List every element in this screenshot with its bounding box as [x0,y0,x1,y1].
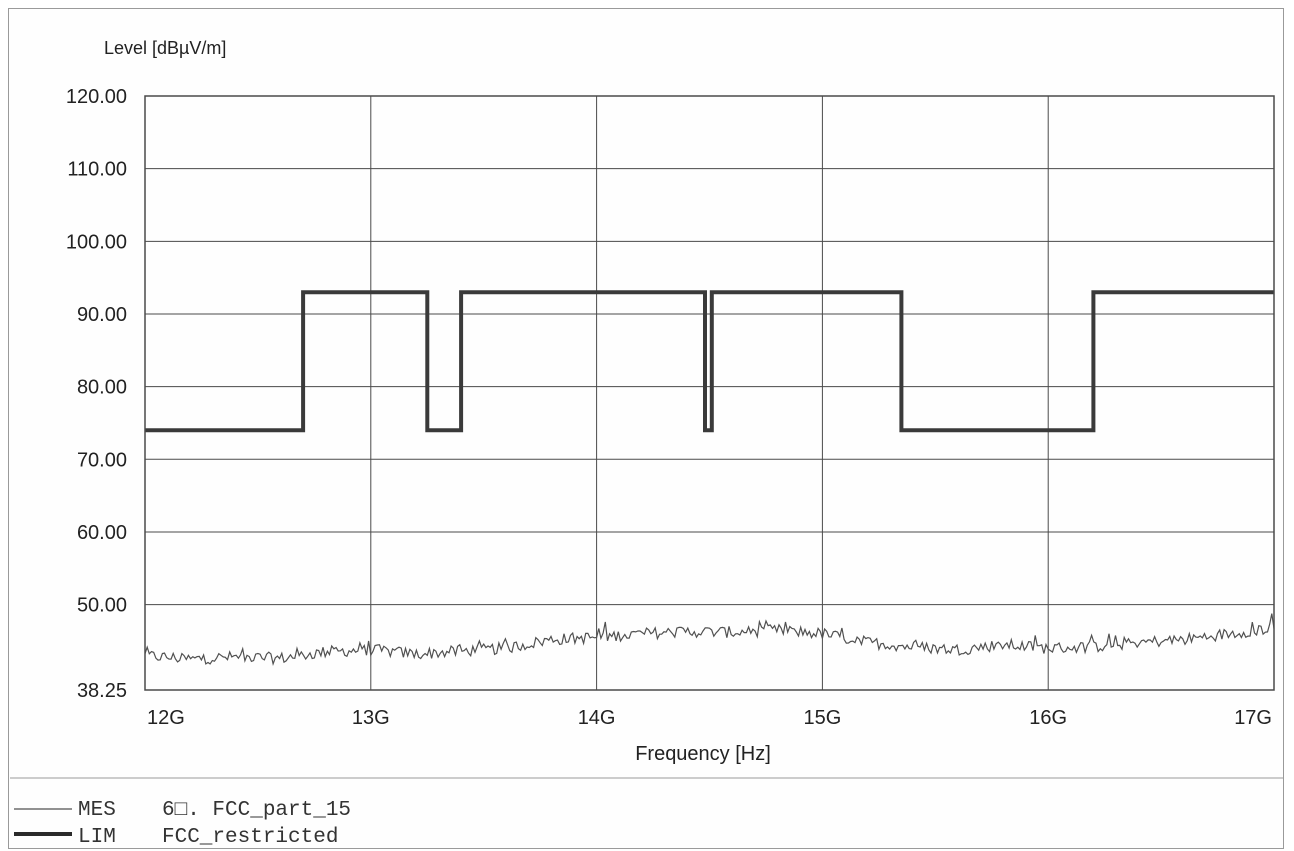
measurement-series [144,613,1275,667]
legend-code-mes: MES [78,799,116,822]
y-axis-ticks: 120.00 110.00 100.00 90.00 80.00 70.00 60.00 50… [66,86,127,702]
y-tick-label: 70.00 [77,449,127,471]
y-tick-label: 38.25 [77,680,127,702]
legend: MES 6□. FCC_part_15 LIM FCC_restricted [14,799,351,849]
x-axis-ticks: 12G 13G 14G 15G 16G 17G [147,707,1272,729]
y-tick-label: 100.00 [66,231,127,253]
y-axis-label: Level [dBµV/m] [104,38,226,58]
y-tick-label: 110.00 [67,159,127,181]
y-tick-label: 120.00 [66,86,127,108]
x-tick-label: 13G [352,707,390,729]
y-tick-label: 50.00 [77,595,127,617]
x-tick-label: 17G [1234,707,1272,729]
legend-label-lim: FCC_restricted [162,826,338,849]
limit-series [145,290,1274,433]
y-tick-label: 80.00 [77,377,127,399]
y-tick-label: 60.00 [77,522,127,544]
lim-series-line [145,290,1274,433]
x-tick-label: 16G [1029,707,1067,729]
x-tick-label: 12G [147,707,185,729]
mes-series-line [144,613,1275,667]
x-tick-label: 15G [803,707,841,729]
plot-area-border [144,95,1275,691]
legend-label-mes: 6□. FCC_part_15 [162,799,351,822]
x-tick-label: 14G [578,707,616,729]
grid-lines [144,95,1275,691]
legend-code-lim: LIM [78,826,116,849]
x-axis-label: Frequency [Hz] [635,743,771,765]
y-tick-label: 90.00 [77,304,127,326]
